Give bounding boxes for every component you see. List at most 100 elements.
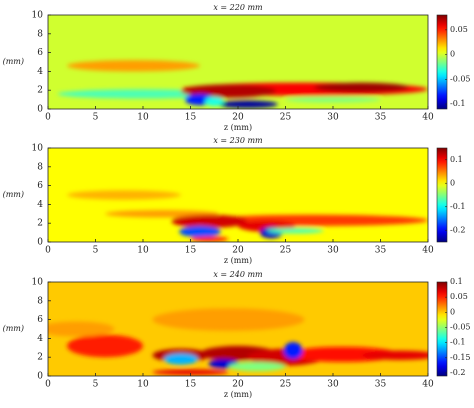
- field-blob: [204, 96, 224, 107]
- colorbar-tick-label: -0.15: [450, 353, 471, 362]
- y-tick-label: 6: [37, 181, 43, 191]
- field-blob: [361, 350, 428, 361]
- x-tick-label: 25: [280, 113, 292, 123]
- field-blob: [190, 236, 229, 242]
- x-tick-label: 0: [45, 246, 51, 256]
- colorbar-tick-label: 0: [450, 178, 455, 187]
- panel-title: x = 230 mm: [213, 136, 263, 145]
- colorbar-tick-label: -0.1: [450, 99, 465, 108]
- field-blob: [152, 369, 229, 376]
- field-blob: [163, 353, 199, 365]
- field-blob: [266, 227, 324, 234]
- x-axis-label: z (mm): [224, 123, 252, 132]
- colorbar-tick-label: 0: [450, 50, 455, 59]
- x-axis-label: z (mm): [224, 390, 252, 399]
- x-tick-label: 25: [280, 246, 292, 256]
- field-shapes: [57, 60, 428, 109]
- field: [48, 282, 428, 376]
- field-blob: [171, 214, 248, 228]
- colorbar-tick-label: -0.1: [450, 202, 465, 211]
- y-tick-label: 2: [37, 219, 43, 229]
- x-tick-label: 0: [45, 380, 51, 390]
- y-tick-label: 10: [32, 278, 44, 288]
- colorbar-tick-label: -0.05: [450, 322, 471, 331]
- x-tick-label: 35: [375, 246, 387, 256]
- x-tick-label: 0: [45, 113, 51, 123]
- x-tick-label: 15: [185, 246, 197, 256]
- y-tick-label: 10: [32, 144, 44, 154]
- x-tick-label: 30: [327, 380, 339, 390]
- x-tick-label: 10: [137, 113, 149, 123]
- field-blob: [283, 342, 303, 360]
- panel: x = 240 mm 0 5 10 15 20 25 30 35 40 0 2 4 6 8 10 z (mm) y…: [0, 270, 471, 399]
- x-tick-label: 15: [185, 380, 197, 390]
- y-tick-label: 6: [37, 315, 43, 325]
- field-blob: [285, 96, 381, 103]
- colorbar-tick-label: -0.2: [450, 368, 465, 377]
- colorbar-tick-label: -0.2: [450, 225, 465, 234]
- field: [48, 148, 428, 242]
- x-tick-label: 35: [375, 113, 387, 123]
- field-blob: [48, 321, 115, 337]
- panel: x = 230 mm 0 5 10 15 20 25 30 35 40 0 2 4 6 8 10 z (mm) y…: [0, 136, 465, 265]
- y-tick-label: 8: [37, 29, 43, 39]
- panel: x = 220 mm 0 5 10 15 20 25 30 35 40 0 2 4 6 8 10 z (mm) y…: [0, 3, 471, 132]
- x-tick-label: 40: [422, 380, 434, 390]
- x-tick-label: 40: [422, 113, 434, 123]
- y-tick-label: 4: [37, 67, 43, 77]
- colorbar: [436, 147, 448, 243]
- x-tick-label: 30: [327, 113, 339, 123]
- y-axis-label: yₙ (mm): [0, 57, 24, 66]
- field-blob: [67, 334, 143, 358]
- field: [48, 15, 428, 109]
- y-tick-label: 4: [37, 200, 43, 210]
- x-tick-label: 30: [327, 246, 339, 256]
- x-tick-label: 10: [137, 380, 149, 390]
- colorbar-tick-label: 0.1: [450, 277, 463, 286]
- x-tick-label: 40: [422, 246, 434, 256]
- x-tick-label: 10: [137, 246, 149, 256]
- panel-title: x = 220 mm: [213, 3, 263, 12]
- colorbar-tick-label: 0.05: [450, 25, 468, 34]
- x-tick-label: 20: [232, 246, 244, 256]
- colorbar-tick-label: 0: [450, 307, 455, 316]
- field-shapes: [67, 190, 428, 242]
- y-tick-label: 4: [37, 334, 43, 344]
- x-tick-label: 20: [232, 380, 244, 390]
- x-tick-label: 35: [375, 380, 387, 390]
- y-tick-label: 8: [37, 296, 43, 306]
- field-blob: [314, 82, 409, 93]
- field-blob: [228, 361, 286, 372]
- colorbar-tick-label: -0.1: [450, 338, 465, 347]
- y-tick-label: 0: [37, 105, 43, 115]
- y-tick-label: 0: [37, 238, 43, 248]
- colorbar-tick-label: 0.1: [450, 155, 463, 164]
- x-tick-label: 25: [280, 380, 292, 390]
- x-axis-label: z (mm): [224, 256, 252, 265]
- field-blob: [152, 308, 305, 331]
- y-tick-label: 10: [32, 11, 44, 21]
- y-tick-label: 8: [37, 162, 43, 172]
- colorbar: [436, 14, 448, 110]
- colorbar: [436, 281, 448, 377]
- y-axis-label: yₙ (mm): [0, 324, 24, 333]
- y-tick-label: 0: [37, 372, 43, 382]
- x-tick-label: 20: [232, 113, 244, 123]
- colorbar-tick-label: -0.05: [450, 74, 471, 83]
- x-tick-label: 5: [93, 380, 99, 390]
- field-blob: [217, 100, 278, 109]
- x-tick-label: 5: [93, 246, 99, 256]
- colorbar-tick-label: 0.05: [450, 292, 468, 301]
- x-tick-label: 15: [185, 113, 197, 123]
- field-blob: [179, 226, 221, 238]
- field-blob: [67, 190, 181, 200]
- y-tick-label: 2: [37, 86, 43, 96]
- field-shapes: [48, 308, 428, 376]
- field-blob: [67, 60, 200, 72]
- y-tick-label: 2: [37, 353, 43, 363]
- y-axis-label: yₙ (mm): [0, 190, 24, 199]
- x-tick-label: 5: [93, 113, 99, 123]
- y-tick-label: 6: [37, 48, 43, 58]
- panel-title: x = 240 mm: [213, 270, 263, 279]
